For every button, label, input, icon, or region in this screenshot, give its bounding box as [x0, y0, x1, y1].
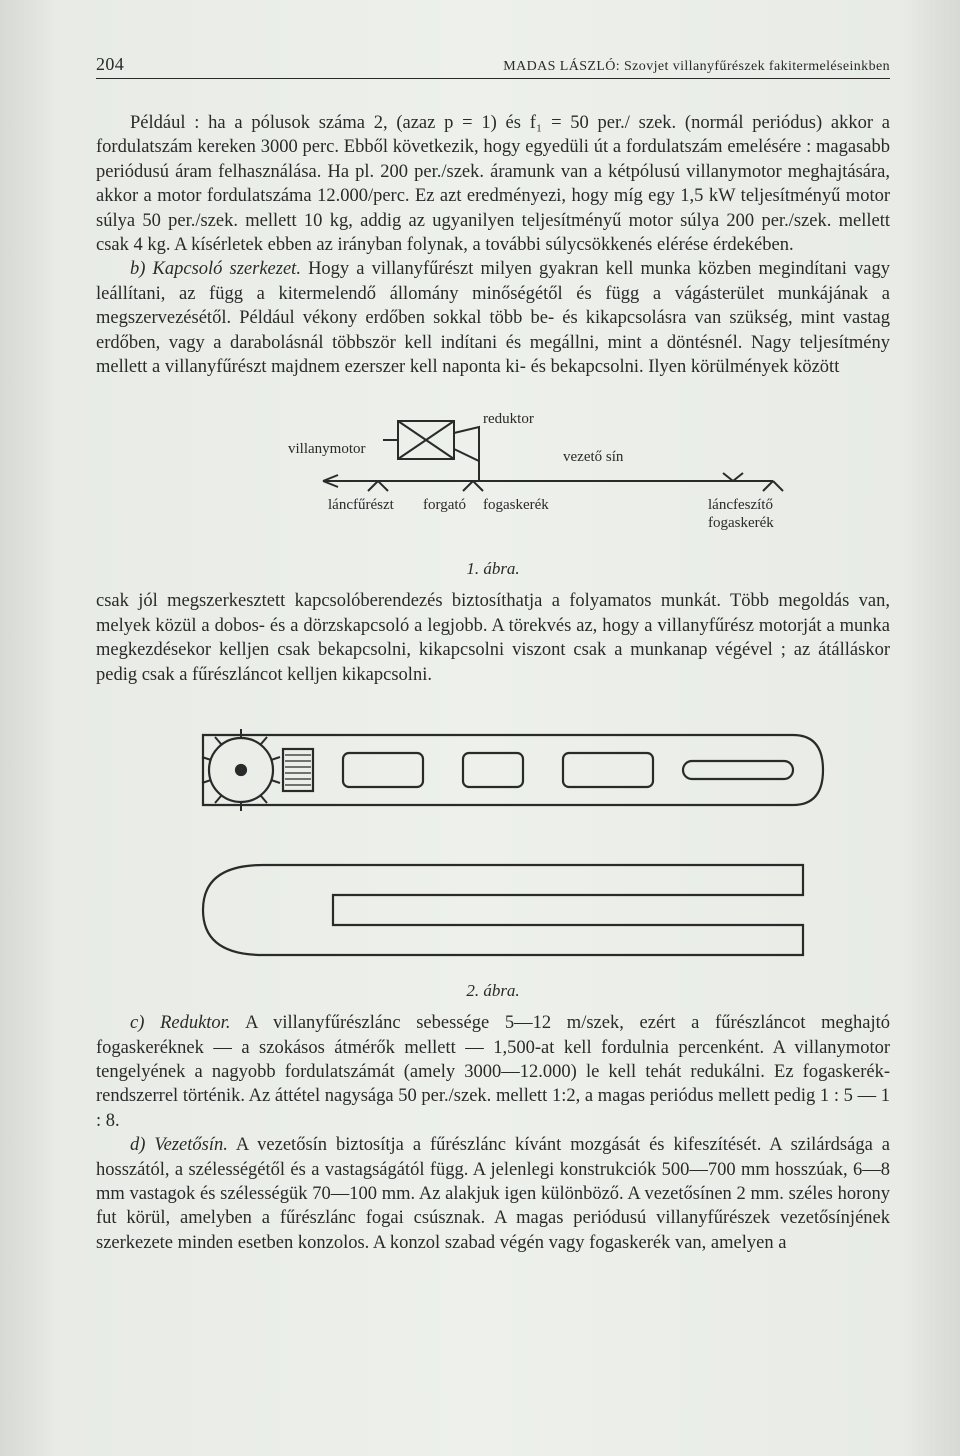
para2-lead: b) Kapcsoló szerkezet. [130, 259, 301, 279]
page-number: 204 [96, 54, 124, 75]
figure-2-svg [143, 715, 843, 975]
paragraph-3: csak jól megszerkesztett kapcsolóberende… [96, 589, 890, 687]
fig1-label-villanymotor: villanymotor [288, 441, 366, 457]
figure-1-svg: villanymotor reduktor vezető sín láncfűr… [173, 403, 813, 553]
paragraph-4: c) Reduktor. A villanyfűrészlánc sebessé… [96, 1011, 890, 1133]
running-head: 204 MADAS LÁSZLÓ: Szovjet villanyfűrésze… [96, 54, 890, 79]
para4-lead: c) Reduktor. [130, 1013, 230, 1033]
fig1-label-forgato: forgató [423, 497, 466, 513]
fig1-label-fogaskerek: fogaskerék [483, 497, 549, 513]
page: 204 MADAS LÁSZLÓ: Szovjet villanyfűrésze… [0, 0, 960, 1456]
running-title: MADAS LÁSZLÓ: Szovjet villanyfűrészek fa… [503, 59, 890, 75]
paragraph-5: d) Vezetősín. A vezetősín biztosítja a f… [96, 1133, 890, 1255]
figure-1-caption: 1. ábra. [96, 559, 890, 579]
fig1-label-fogaskerek2: fogaskerék [708, 515, 774, 531]
figure-1: villanymotor reduktor vezető sín láncfűr… [96, 403, 890, 579]
fig1-label-reduktor: reduktor [483, 411, 534, 427]
figure-2: 2. ábra. [96, 715, 890, 1001]
paragraph-2: b) Kapcsoló szerkezet. Hogy a villanyfűr… [96, 257, 890, 379]
para5-lead: d) Vezetősín. [130, 1135, 228, 1155]
figure-2-caption: 2. ábra. [96, 981, 890, 1001]
fig1-label-lancfeszito: láncfeszítő [708, 497, 773, 513]
fig1-label-vezeto-sin: vezető sín [563, 449, 624, 465]
paragraph-1: Például : ha a pólusok száma 2, (azaz p … [96, 111, 890, 257]
fig1-label-lancfureszt: láncfűrészt [328, 497, 395, 513]
